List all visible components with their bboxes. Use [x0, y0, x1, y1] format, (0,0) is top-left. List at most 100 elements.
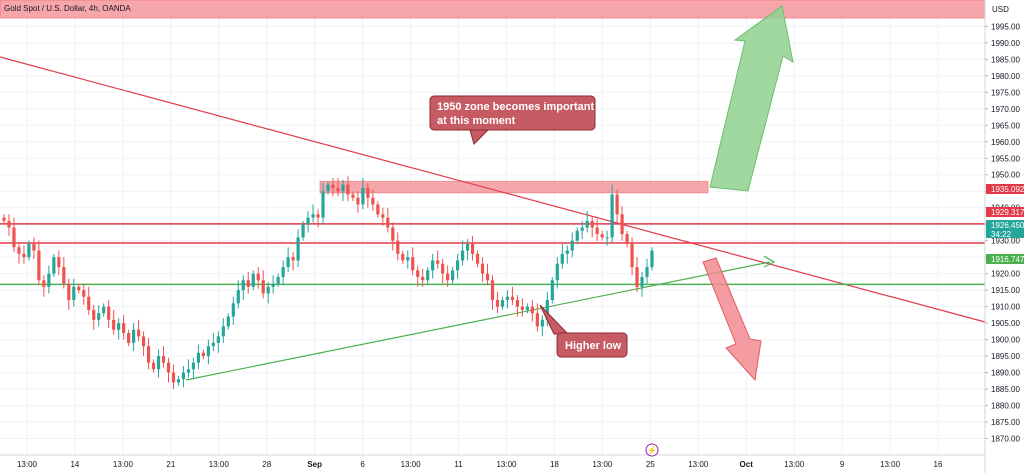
1950-zone-rect — [319, 180, 709, 194]
price-label: 1935.092 — [991, 185, 1024, 194]
price-tick-label: 1880.00 — [991, 402, 1020, 411]
price-tick-label: 1930.00 — [991, 237, 1020, 246]
price-tick-label: 1955.00 — [991, 154, 1020, 163]
candle-body — [645, 267, 649, 277]
candle-body — [191, 362, 196, 370]
candle-body — [27, 243, 31, 258]
arrows — [702, 5, 794, 382]
candle-body — [356, 197, 360, 205]
price-label-bg — [986, 207, 1024, 217]
chart-title: Gold Spot / U.S. Dollar, 4h, OANDA — [4, 4, 131, 13]
time-tick-label: 9 — [840, 460, 845, 469]
candle-body — [37, 250, 41, 281]
candle-body — [465, 243, 470, 251]
time-tick-label: 11 — [454, 460, 463, 469]
candle-body — [181, 372, 186, 380]
time-tick-label: 13:00 — [209, 460, 230, 469]
candle-body — [346, 184, 350, 195]
time-tick-label: 25 — [646, 460, 655, 469]
candle-body — [446, 273, 450, 281]
price-tick-label: 1870.00 — [991, 435, 1020, 444]
low-note-text: Higher low — [565, 340, 622, 352]
top-zone-rect — [0, 0, 986, 19]
candle-body — [411, 257, 415, 271]
candle-body — [515, 300, 520, 307]
candle-body — [421, 276, 425, 281]
candle-body — [520, 306, 524, 310]
price-axis[interactable]: USD 1870.00 1875.00 1880.00 1885.00 1890.00 18… — [984, 0, 1024, 473]
candle-body — [441, 263, 445, 274]
price-tick-label: 1975.00 — [991, 88, 1020, 97]
candle-body — [565, 250, 569, 254]
price-label: 1926.450 — [991, 221, 1024, 230]
candle-body — [7, 220, 11, 228]
candle-body — [42, 280, 46, 287]
candle-body — [132, 329, 136, 343]
candle-body — [151, 362, 156, 370]
trendline-arrowhead — [763, 255, 776, 268]
candle-body — [620, 214, 624, 235]
candle-body — [625, 234, 629, 244]
price-tick-label: 1960.00 — [991, 138, 1020, 147]
candle-body — [92, 309, 96, 320]
lightning-icon-glyph: ⚡ — [647, 445, 657, 455]
candle-body — [156, 356, 161, 370]
notes: 1950 zone becomes important at this momen… — [429, 95, 628, 358]
candle-body — [550, 280, 554, 301]
candle-body — [57, 257, 61, 268]
candle-body — [505, 296, 510, 301]
lightning-icon[interactable] — [645, 443, 659, 457]
candle-body — [281, 267, 285, 277]
price-tick-label: 1970.00 — [991, 105, 1020, 114]
trendlines — [0, 56, 986, 381]
candle-body — [251, 273, 255, 287]
candle-body — [605, 237, 609, 239]
candle-body — [256, 273, 260, 281]
candle-body — [216, 336, 220, 343]
candle-body — [112, 319, 116, 330]
candle-body — [12, 227, 16, 248]
descending-trendline — [0, 56, 986, 323]
candle-body — [127, 333, 131, 343]
zone-note-box — [429, 95, 596, 131]
low-note-box — [556, 332, 628, 358]
candle-body — [296, 237, 300, 261]
candle-body — [510, 296, 515, 301]
candle-body — [301, 224, 305, 238]
price-label: 1929.317 — [991, 208, 1024, 217]
candle-body — [451, 270, 455, 281]
candle-body — [52, 257, 56, 274]
time-tick-label: 28 — [262, 460, 271, 469]
time-axis[interactable]: 13:00 14 13:00 21 13:00 28 Sep 6 13:00 11 13:00 18 1… — [0, 443, 985, 469]
candle-body — [186, 369, 191, 373]
candle-body — [241, 280, 245, 291]
candle-body — [570, 240, 574, 251]
candle-body — [326, 184, 330, 192]
candle-body — [485, 273, 490, 281]
candle-body — [590, 220, 594, 228]
time-tick-label: 13:00 — [784, 460, 805, 469]
candle-body — [575, 230, 579, 241]
candle-body — [321, 191, 325, 218]
price-tick-label: 1920.00 — [991, 270, 1020, 279]
candle-body — [161, 356, 166, 363]
candle-body — [331, 184, 335, 188]
candle-body — [495, 300, 500, 307]
candle-body — [261, 280, 265, 294]
candle-body — [136, 329, 141, 337]
candle-body — [32, 243, 36, 251]
candle-body — [460, 250, 465, 261]
candle-body — [480, 263, 485, 274]
candle-body — [82, 290, 86, 297]
candle-body — [2, 217, 6, 221]
candle-body — [316, 214, 320, 218]
candle-body — [276, 276, 280, 284]
candle-body — [196, 352, 200, 363]
candle-body — [595, 227, 599, 235]
candle-body — [545, 300, 549, 320]
candle-body — [201, 352, 205, 357]
price-tick-label: 1885.00 — [991, 385, 1020, 394]
candle-body — [351, 194, 355, 198]
candle-body — [141, 336, 146, 347]
price-tick-label: 1915.00 — [991, 286, 1020, 295]
